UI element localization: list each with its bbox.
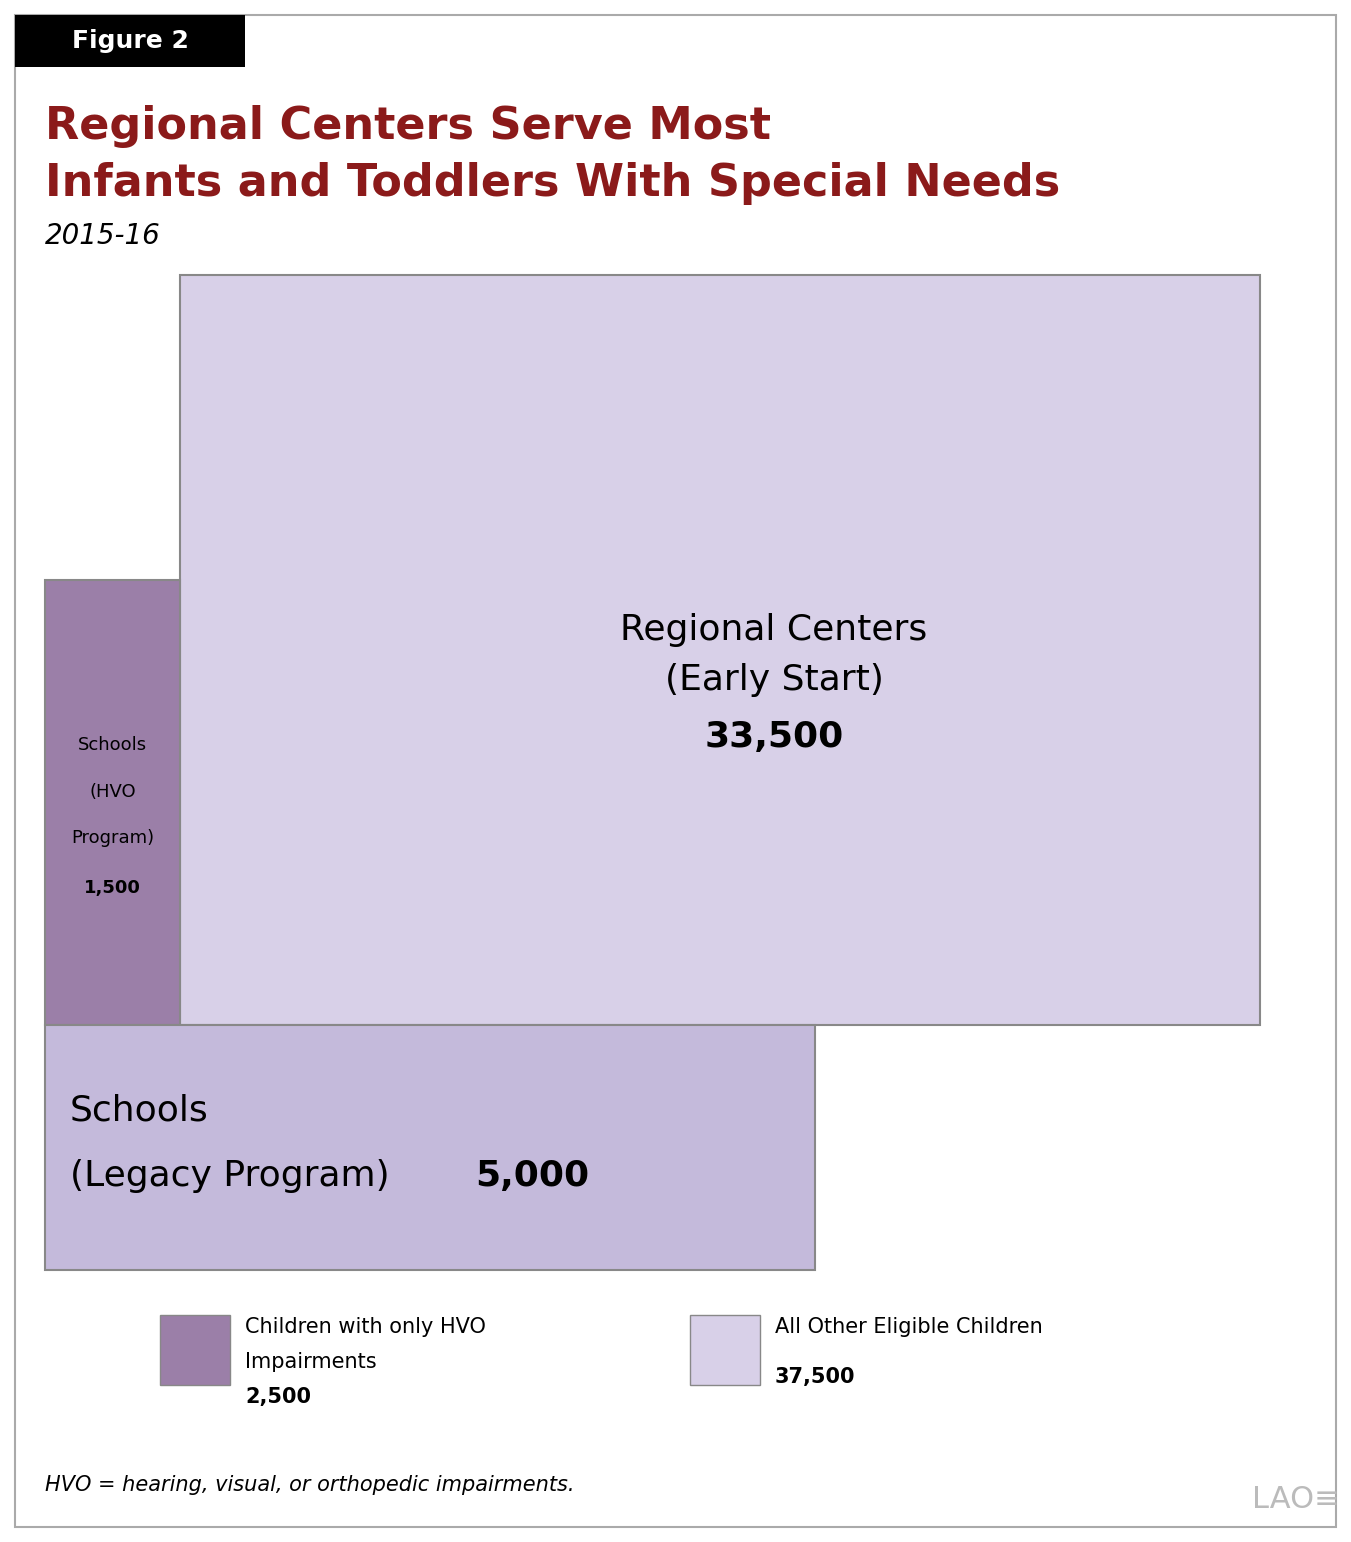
Text: LAO≡: LAO≡: [1252, 1485, 1340, 1514]
Bar: [45, 1025, 815, 1271]
Bar: [15, 15, 245, 66]
Bar: [45, 580, 180, 1025]
Text: 5,000: 5,000: [476, 1158, 589, 1194]
Text: 1,500: 1,500: [84, 879, 141, 897]
Text: (Early Start): (Early Start): [665, 663, 884, 697]
Text: HVO = hearing, visual, or orthopedic impairments.: HVO = hearing, visual, or orthopedic imp…: [45, 1476, 574, 1496]
Text: (Legacy Program): (Legacy Program): [70, 1158, 401, 1194]
Text: (HVO: (HVO: [89, 783, 136, 802]
Text: Impairments: Impairments: [245, 1352, 377, 1372]
Text: 2,500: 2,500: [245, 1386, 311, 1406]
Text: Figure 2: Figure 2: [72, 29, 188, 52]
Text: 37,500: 37,500: [775, 1368, 855, 1386]
Text: Schools: Schools: [78, 736, 147, 754]
Text: Regional Centers: Regional Centers: [620, 614, 928, 648]
Text: Regional Centers Serve Most: Regional Centers Serve Most: [45, 105, 771, 148]
Bar: [180, 274, 1260, 1025]
Text: 2015-16: 2015-16: [45, 222, 161, 250]
Text: 33,500: 33,500: [704, 720, 843, 754]
Bar: [159, 1315, 230, 1385]
Bar: [690, 1315, 761, 1385]
Text: Schools: Schools: [70, 1093, 209, 1127]
Text: Children with only HVO: Children with only HVO: [245, 1317, 486, 1337]
Text: All Other Eligible Children: All Other Eligible Children: [775, 1317, 1043, 1337]
Text: Program): Program): [72, 830, 154, 847]
Text: Infants and Toddlers With Special Needs: Infants and Toddlers With Special Needs: [45, 162, 1061, 205]
